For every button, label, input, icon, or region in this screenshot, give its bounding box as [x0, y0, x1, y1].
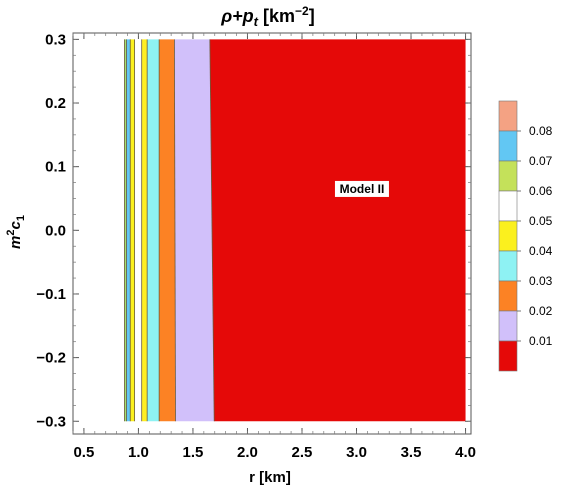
- y-tick-label: −0.1: [36, 286, 66, 303]
- title-subscript: t: [254, 14, 259, 29]
- y-tick-label: 0.2: [45, 95, 66, 112]
- legend-label: 0.08: [529, 124, 553, 138]
- legend-swatch: [498, 130, 518, 162]
- title-main: ρ+p: [220, 6, 253, 26]
- annotation-label: Model II: [340, 182, 385, 196]
- legend-swatch: [498, 220, 518, 252]
- ylabel-base: m: [7, 236, 24, 249]
- y-tick-label: 0.3: [45, 31, 66, 48]
- title-close: ]: [309, 6, 315, 26]
- x-tick-label: 1.5: [183, 444, 204, 461]
- legend-label: 0.01: [529, 334, 553, 348]
- ylabel-sub: 1: [15, 215, 27, 221]
- contour-band: [126, 39, 131, 422]
- contour-band: [159, 39, 176, 422]
- legend-swatch: [498, 160, 518, 192]
- x-tick-label: 2.5: [292, 444, 313, 461]
- contour-band: [209, 39, 466, 422]
- annotation-box: [334, 180, 389, 197]
- legend: 0.08 0.07 0.06 0.05 0.04 0.03 0.02 0.01: [498, 100, 553, 372]
- x-tick-label: 4.0: [455, 444, 476, 461]
- legend-swatch: [498, 250, 518, 282]
- contour-line: [174, 39, 176, 422]
- x-tick-label: 2.0: [237, 444, 258, 461]
- legend-swatch: [498, 100, 518, 132]
- contour-bands: [73, 39, 466, 422]
- legend-swatch: [498, 310, 518, 342]
- y-axis: −0.3 −0.2 −0.1 0.0 0.1 0.2 0.3: [36, 31, 471, 430]
- y-axis-label: m2c1: [5, 215, 27, 249]
- contour-boundaries: [124, 39, 215, 422]
- legend-swatch: [498, 340, 518, 372]
- contour-line: [209, 39, 215, 422]
- legend-label: 0.03: [529, 274, 553, 288]
- y-tick-label: 0.0: [45, 222, 66, 239]
- legend-label: 0.02: [529, 304, 553, 318]
- x-tick-label: 3.5: [401, 444, 422, 461]
- model-annotation: Model II: [334, 180, 389, 197]
- legend-label: 0.04: [529, 244, 553, 258]
- contour-band: [174, 39, 215, 422]
- x-axis: 0.5 1.0 1.5 2.0 2.5 3.0 3.5 4.0: [72, 33, 476, 461]
- title-unit: [km: [258, 6, 295, 26]
- title-exponent: −2: [295, 4, 309, 18]
- y-tick-label: −0.2: [36, 350, 66, 367]
- legend-label: 0.05: [529, 214, 553, 228]
- ylabel-sup: 2: [5, 230, 17, 236]
- legend-label: 0.06: [529, 184, 553, 198]
- contour-band: [134, 39, 142, 422]
- contour-band: [124, 39, 127, 422]
- x-tick-label: 3.0: [346, 444, 367, 461]
- contour-band: [130, 39, 135, 422]
- chart-title: ρ+pt [km−2]: [220, 4, 314, 29]
- contour-band: [141, 39, 148, 422]
- legend-swatch: [498, 280, 518, 312]
- x-tick-label: 1.0: [128, 444, 149, 461]
- contour-band: [147, 39, 160, 422]
- contour-band: [73, 39, 125, 422]
- y-tick-label: 0.1: [45, 159, 66, 176]
- legend-swatch: [498, 190, 518, 222]
- y-tick-label: −0.3: [36, 413, 66, 430]
- x-axis-label: r [km]: [249, 469, 291, 486]
- legend-label: 0.07: [529, 154, 553, 168]
- plot-frame: [72, 32, 472, 435]
- ylabel-mid: c: [7, 221, 24, 230]
- x-tick-label: 0.5: [73, 444, 94, 461]
